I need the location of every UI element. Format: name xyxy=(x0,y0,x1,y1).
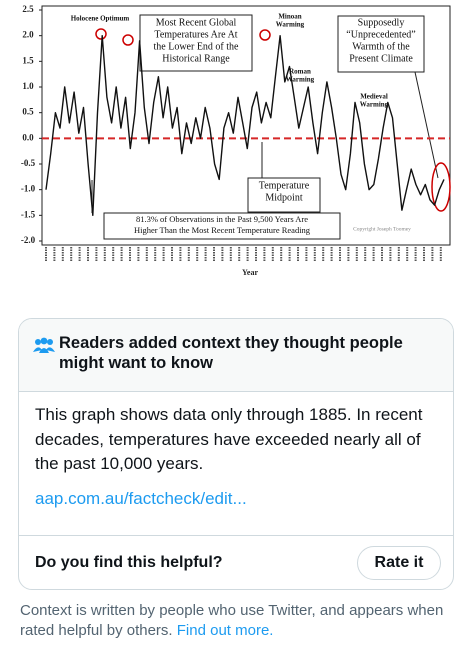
annotation: Warming xyxy=(276,21,305,29)
annotation-box xyxy=(337,15,425,73)
annotation: Higher Than the Most Recent Temperature … xyxy=(134,225,311,235)
divider xyxy=(19,535,453,536)
highlight-circle xyxy=(259,29,271,41)
x-axis-label: Year xyxy=(242,268,258,277)
annotation: Warmth of the xyxy=(352,41,410,52)
y-tick-label: 0.5 xyxy=(22,107,34,117)
footer-text: Context is written by people who use Twi… xyxy=(20,602,444,639)
footer: Context is written by people who use Twi… xyxy=(20,601,460,641)
annotation: the Lower End of the xyxy=(154,41,240,52)
annotation: Present Climate xyxy=(349,53,413,64)
y-tick-label: 1.0 xyxy=(22,81,34,91)
annotation: Medieval xyxy=(360,93,388,101)
people-icon xyxy=(33,337,55,353)
annotation: “Unprecedented” xyxy=(346,29,415,40)
annotation: Roman xyxy=(289,68,311,76)
y-tick-label: -1.5 xyxy=(21,209,36,219)
card-heading: Readers added context they thought peopl… xyxy=(59,334,403,372)
annotation: Copyright Joseph Toomey xyxy=(353,226,411,232)
chart: -2.0 -1.5 -1.0 -0.5 0.0 0.5 1.0 1.5 2.0 2.5 Holoce… xyxy=(21,4,451,277)
highlight-circle xyxy=(122,34,134,46)
annotation: Most Recent Global xyxy=(156,17,237,28)
annotation: Temperatures Are At xyxy=(154,29,237,40)
find-out-more-link[interactable]: Find out more. xyxy=(176,622,274,639)
y-tick-label: 0.0 xyxy=(22,132,34,142)
annotation: Holocene Optimum xyxy=(71,15,130,23)
card-header: Readers added context they thought peopl… xyxy=(19,319,453,392)
note-text: This graph shows data only through 1885.… xyxy=(35,405,423,473)
y-tick-label: 1.5 xyxy=(22,55,34,65)
annotation-box xyxy=(139,14,253,72)
rate-button[interactable]: Rate it xyxy=(357,546,441,580)
arrow xyxy=(414,71,439,179)
annotation: Midpoint xyxy=(265,192,302,203)
y-tick-label: -2.0 xyxy=(21,235,36,245)
y-tick-label: -0.5 xyxy=(21,158,36,168)
temperature-line xyxy=(45,35,445,216)
y-tick-label: -1.0 xyxy=(21,184,36,194)
annotation: Minoan xyxy=(278,13,301,21)
annotation: Temperature xyxy=(259,180,310,191)
annotation: Supposedly xyxy=(358,17,405,28)
highlight-circle xyxy=(95,28,107,40)
annotation: 81.3% of Observations in the Past 9,500 … xyxy=(136,214,308,224)
context-card: Readers added context they thought peopl… xyxy=(18,318,454,590)
helpful-question: Do you find this helpful? xyxy=(35,554,223,571)
source-link[interactable]: aap.com.au/factcheck/edit... xyxy=(35,489,247,508)
annotation: Historical Range xyxy=(162,53,230,64)
annotation: Warming xyxy=(286,76,315,84)
y-tick-label: 2.5 xyxy=(22,4,34,14)
annotation-box xyxy=(247,177,321,213)
highlight-circle xyxy=(431,162,451,212)
annotation: Warming xyxy=(360,101,389,109)
annotation-box xyxy=(103,212,341,240)
y-tick-label: 2.0 xyxy=(22,30,34,40)
